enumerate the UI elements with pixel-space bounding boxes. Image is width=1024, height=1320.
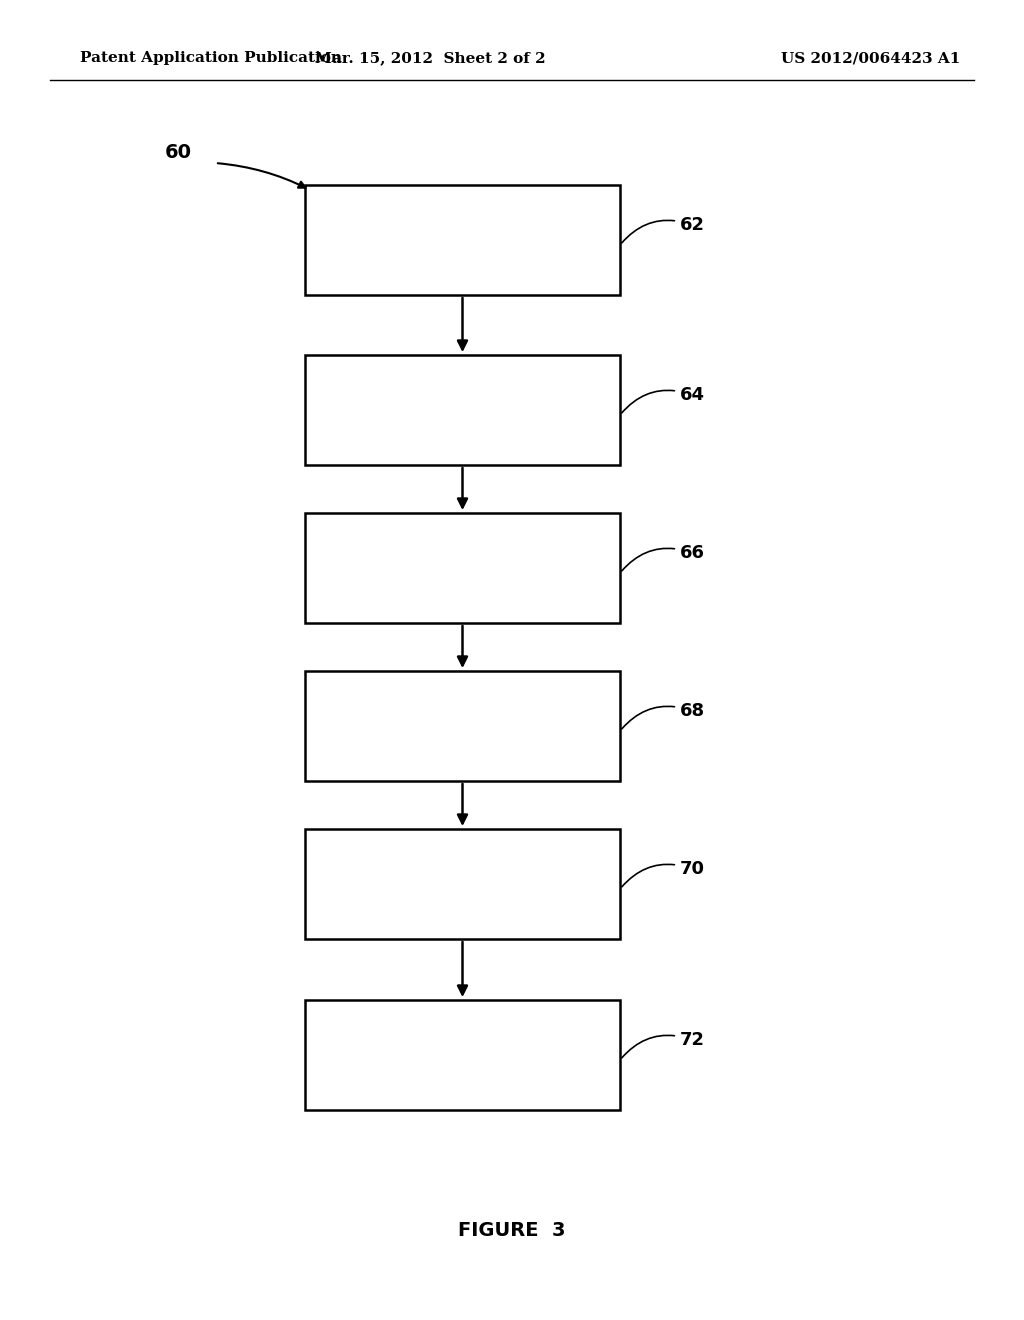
Text: FIGURE  3: FIGURE 3 xyxy=(459,1221,565,1239)
Bar xyxy=(305,671,620,781)
Bar xyxy=(305,1001,620,1110)
Text: 60: 60 xyxy=(165,143,193,161)
Text: US 2012/0064423 A1: US 2012/0064423 A1 xyxy=(780,51,961,65)
Text: 70: 70 xyxy=(622,861,705,887)
Bar xyxy=(305,513,620,623)
Bar xyxy=(305,355,620,465)
Bar xyxy=(305,829,620,939)
Bar xyxy=(305,185,620,294)
Text: 62: 62 xyxy=(622,216,705,243)
Text: 72: 72 xyxy=(622,1031,705,1057)
Text: 66: 66 xyxy=(622,544,705,570)
Text: Patent Application Publication: Patent Application Publication xyxy=(80,51,342,65)
Text: Mar. 15, 2012  Sheet 2 of 2: Mar. 15, 2012 Sheet 2 of 2 xyxy=(314,51,546,65)
Text: 68: 68 xyxy=(622,702,706,729)
Text: 64: 64 xyxy=(622,385,705,413)
